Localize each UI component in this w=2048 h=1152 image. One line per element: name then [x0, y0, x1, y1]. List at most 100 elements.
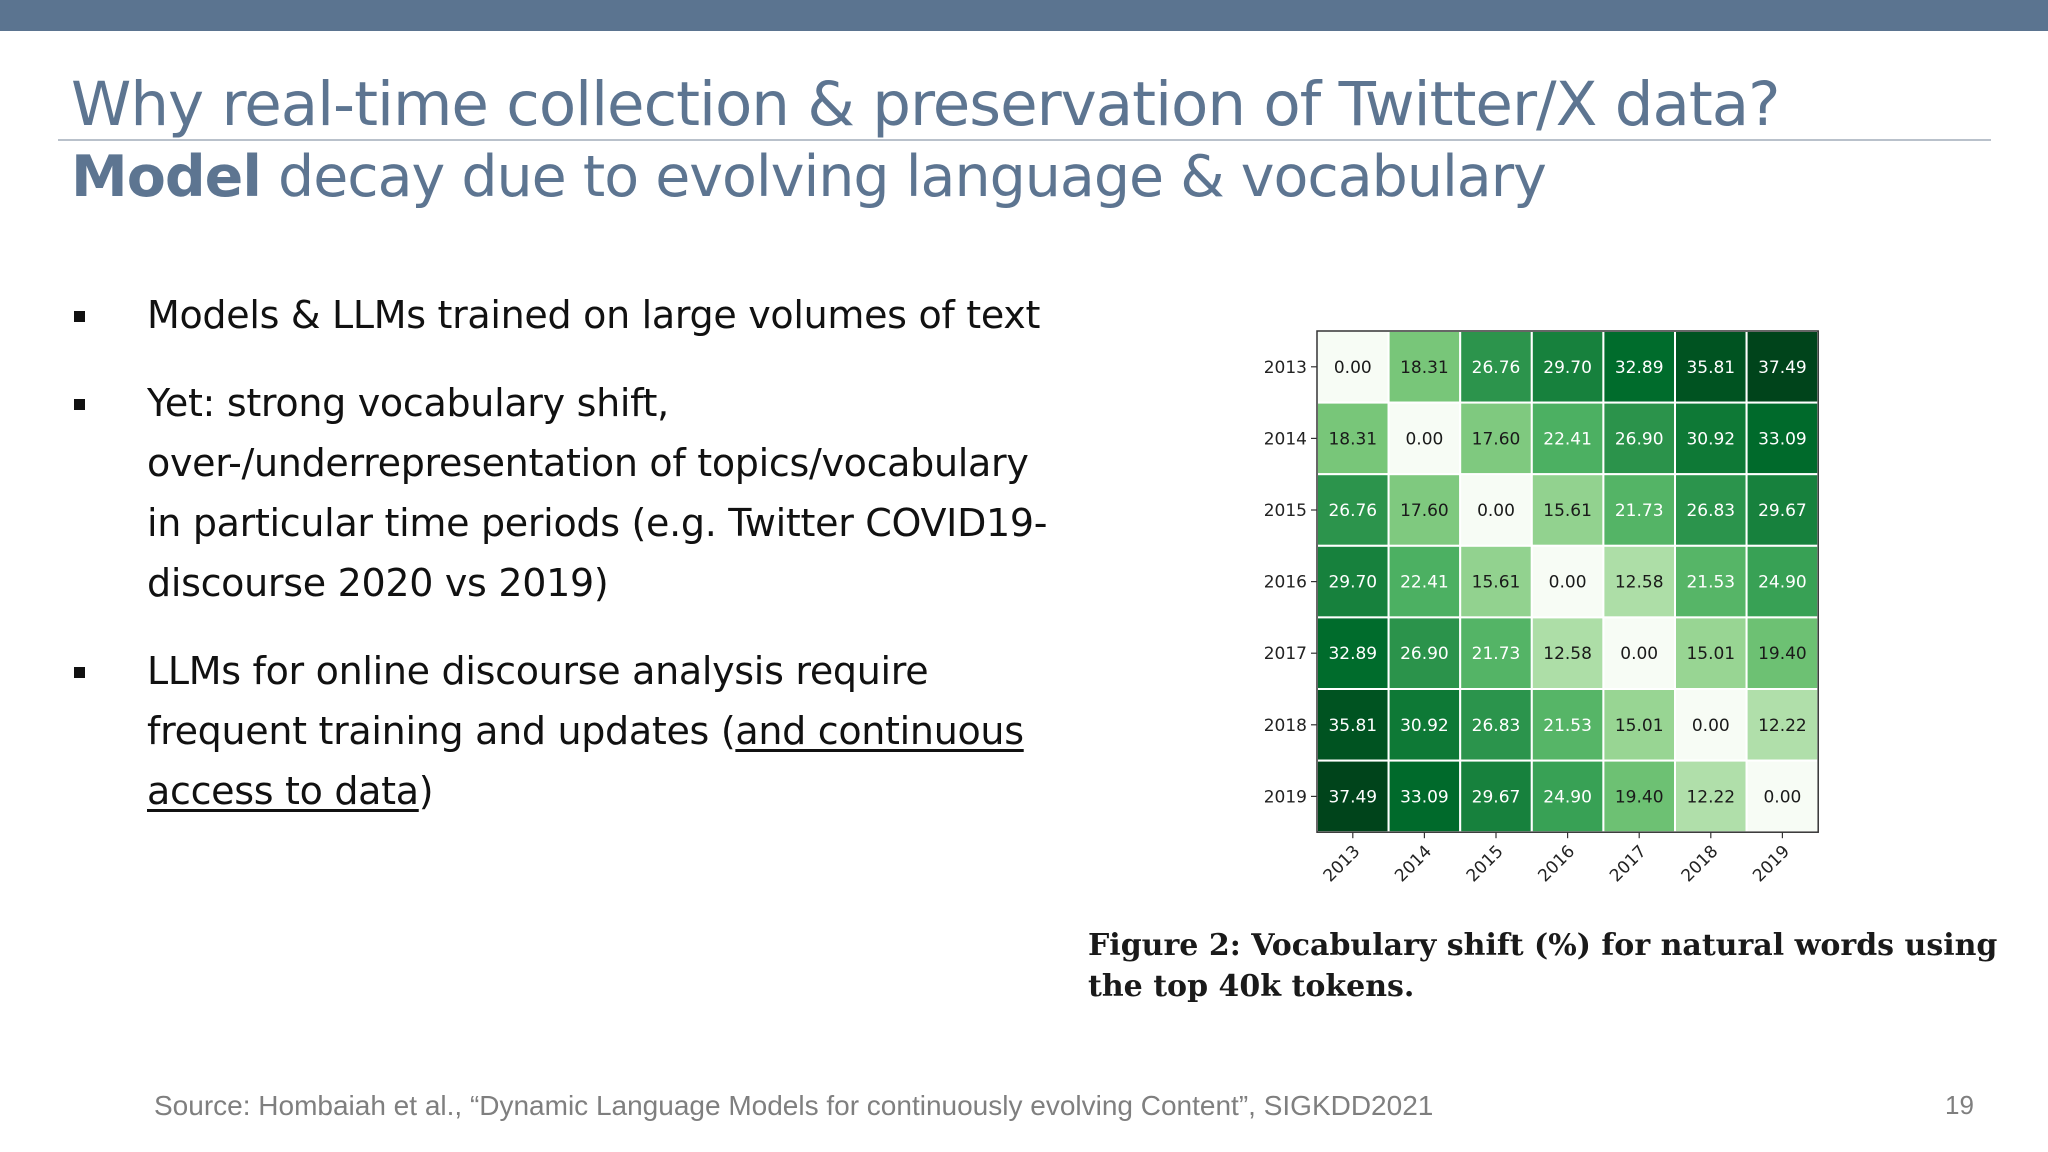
slide-subtitle: Model decay due to evolving language & v…	[71, 140, 1547, 214]
heatmap-cell-label: 19.40	[1615, 787, 1664, 807]
heatmap-cell-label: 21.53	[1543, 716, 1592, 736]
heatmap-cell-label: 22.41	[1543, 429, 1592, 449]
heatmap-cell-label: 0.00	[1549, 573, 1587, 593]
heatmap-cell	[1459, 401, 1533, 476]
heatmap-cell	[1602, 544, 1676, 619]
heatmap-cell	[1459, 759, 1533, 834]
heatmap-cell	[1387, 473, 1462, 547]
x-tick-label: 2016	[1534, 842, 1579, 887]
heatmap-cell-label: 21.73	[1472, 644, 1521, 664]
bullet-list: Models & LLMs trained on large volumes o…	[70, 285, 1070, 849]
heatmap-cell-label: 30.92	[1686, 429, 1735, 449]
heatmap-cell-label: 26.83	[1472, 716, 1521, 736]
heatmap-cell-label: 35.81	[1328, 716, 1377, 736]
heatmap-cell	[1530, 759, 1605, 834]
source-citation: Source: Hombaiah et al., “Dynamic Langua…	[154, 1090, 1434, 1121]
y-tick-label: 2019	[1264, 787, 1307, 807]
vocabulary-shift-heatmap: 0.00 18.31 26.76 29.70 32.89 35.81 37.49 18.31 0…	[1264, 330, 1820, 887]
heatmap-cell	[1602, 759, 1676, 834]
heatmap-cell	[1387, 688, 1462, 762]
heatmap-cell	[1530, 688, 1605, 762]
bullet-text: Models & LLMs trained on large volumes o…	[147, 293, 1041, 337]
x-tick-label: 2017	[1606, 842, 1651, 887]
subtitle-rest: decay due to evolving language & vocabul…	[260, 144, 1547, 210]
heatmap-cell-label: 0.00	[1692, 716, 1730, 736]
heatmap-cell	[1745, 401, 1820, 476]
heatmap-cell	[1674, 616, 1748, 690]
heatmap-cell	[1387, 759, 1462, 834]
heatmap-cell-label: 19.40	[1758, 644, 1807, 664]
x-tick-label: 2018	[1678, 842, 1723, 887]
subtitle-bold: Model	[71, 144, 262, 210]
square-bullet-icon	[74, 399, 85, 410]
heatmap-cell-label: 12.22	[1686, 787, 1735, 807]
heatmap-cell-label: 33.09	[1758, 429, 1807, 449]
heatmap-cell-label: 0.00	[1405, 429, 1443, 449]
heatmap-cell	[1459, 473, 1533, 547]
heatmap-cell-label: 37.49	[1758, 358, 1807, 378]
heatmap-cell	[1745, 330, 1820, 404]
y-tick-label: 2013	[1264, 358, 1307, 378]
y-tick-label: 2016	[1264, 573, 1307, 593]
heatmap-cell	[1316, 544, 1390, 619]
heatmap-cell	[1674, 759, 1748, 834]
figure-caption: Figure 2: Vocabulary shift (%) for natur…	[1088, 928, 1998, 1004]
heatmap-cell-label: 17.60	[1472, 429, 1521, 449]
square-bullet-icon	[74, 311, 85, 322]
heatmap-cell-label: 15.61	[1543, 501, 1592, 521]
heatmap-cell	[1459, 688, 1533, 762]
heatmap-cell-label: 26.90	[1615, 429, 1664, 449]
heatmap-cell-label: 32.89	[1328, 644, 1377, 664]
heatmap-cell	[1530, 544, 1605, 619]
y-tick-label: 2015	[1264, 501, 1307, 521]
heatmap-cell-label: 26.83	[1686, 501, 1735, 521]
heatmap-cell-label: 12.22	[1758, 716, 1807, 736]
page-number: 19	[1945, 1090, 1974, 1120]
heatmap-cell-label: 18.31	[1328, 429, 1377, 449]
bullet-underlined-text: and continuous access to data	[147, 709, 1024, 813]
heatmap-cell	[1745, 688, 1820, 762]
y-tick-label: 2014	[1264, 429, 1307, 449]
y-tick-label: 2017	[1264, 644, 1307, 664]
heatmap-cell-label: 29.70	[1328, 573, 1377, 593]
heatmap-cell	[1674, 401, 1748, 476]
bullet-text-before: LLMs for online discourse analysis requi…	[147, 649, 929, 753]
heatmap-cell-label: 0.00	[1620, 644, 1658, 664]
heatmap-cell	[1602, 473, 1676, 547]
x-tick-label: 2014	[1391, 842, 1436, 887]
square-bullet-icon	[74, 667, 85, 678]
x-tick-label: 2019	[1749, 842, 1794, 887]
heatmap-cell-label: 29.67	[1758, 501, 1807, 521]
bullet-item: LLMs for online discourse analysis requi…	[70, 641, 1070, 821]
heatmap-cell-label: 12.58	[1543, 644, 1592, 664]
heatmap-cell-label: 15.01	[1615, 716, 1664, 736]
heatmap-cell-label: 35.81	[1686, 358, 1735, 378]
heatmap-cell	[1530, 473, 1605, 547]
heatmap-cell	[1745, 544, 1820, 619]
heatmap-cell	[1316, 473, 1390, 547]
heatmap-cell-label: 21.53	[1686, 573, 1735, 593]
heatmap-cell	[1459, 544, 1533, 619]
x-tick-label: 2015	[1463, 842, 1508, 887]
heatmap-cell-label: 24.90	[1543, 787, 1592, 807]
heatmap-cell-label: 32.89	[1615, 358, 1664, 378]
heatmap-cell-label: 21.73	[1615, 501, 1664, 521]
slide-title: Why real-time collection & preservation …	[71, 69, 1781, 140]
bullet-item: Yet: strong vocabulary shift, over-/unde…	[70, 373, 1070, 613]
heatmap-cell	[1530, 616, 1605, 690]
bullet-text-after: )	[418, 769, 434, 813]
bullet-text: Yet: strong vocabulary shift, over-/unde…	[147, 381, 1048, 605]
heatmap-cell	[1459, 616, 1533, 690]
top-accent-bar	[0, 0, 2048, 31]
heatmap-cell-label: 33.09	[1400, 787, 1449, 807]
heatmap-cell-label: 15.61	[1472, 573, 1521, 593]
title-divider	[58, 139, 1991, 141]
heatmap-cell-label: 30.92	[1400, 716, 1449, 736]
heatmap-cell-label: 26.76	[1328, 501, 1377, 521]
heatmap-cell-label: 29.67	[1472, 787, 1521, 807]
x-tick-label: 2013	[1320, 842, 1365, 887]
heatmap-cell-label: 15.01	[1686, 644, 1735, 664]
heatmap-cell-label: 29.70	[1543, 358, 1592, 378]
heatmap-cell-label: 12.58	[1615, 573, 1664, 593]
heatmap-cell-label: 37.49	[1328, 787, 1377, 807]
